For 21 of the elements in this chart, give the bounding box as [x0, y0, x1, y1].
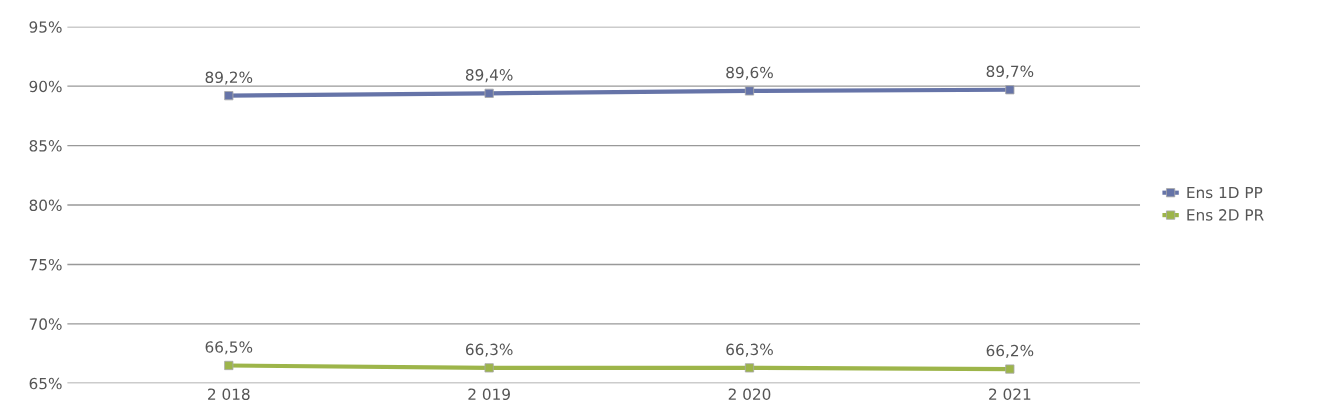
- data-label: 66,3%: [726, 343, 773, 357]
- legend-label: Ens 1D PP: [1187, 186, 1263, 199]
- data-label: 66,5%: [205, 341, 253, 355]
- x-tick-label: 2 019: [468, 388, 510, 400]
- y-tick-label: 65%: [29, 377, 62, 390]
- legend-label: Ens 2D PR: [1187, 209, 1264, 221]
- x-tick-label: 2 021: [989, 388, 1031, 400]
- y-tick-label: 80%: [29, 199, 62, 212]
- y-tick-label: 70%: [29, 318, 62, 330]
- data-label: 89,4%: [465, 69, 513, 83]
- data-label: 66,2%: [986, 344, 1034, 358]
- y-tick-label: 90%: [29, 80, 62, 93]
- data-label: 66,3%: [465, 343, 513, 357]
- data-label: 89,7%: [986, 65, 1034, 79]
- x-tick-label: 2 020: [728, 388, 771, 400]
- y-tick-label: 85%: [29, 140, 62, 152]
- data-label: 89,6%: [726, 66, 773, 80]
- y-tick-label: 75%: [29, 258, 62, 271]
- data-label: 89,2%: [205, 71, 253, 85]
- y-tick-label: 95%: [29, 21, 62, 33]
- x-tick-label: 2 018: [208, 388, 250, 400]
